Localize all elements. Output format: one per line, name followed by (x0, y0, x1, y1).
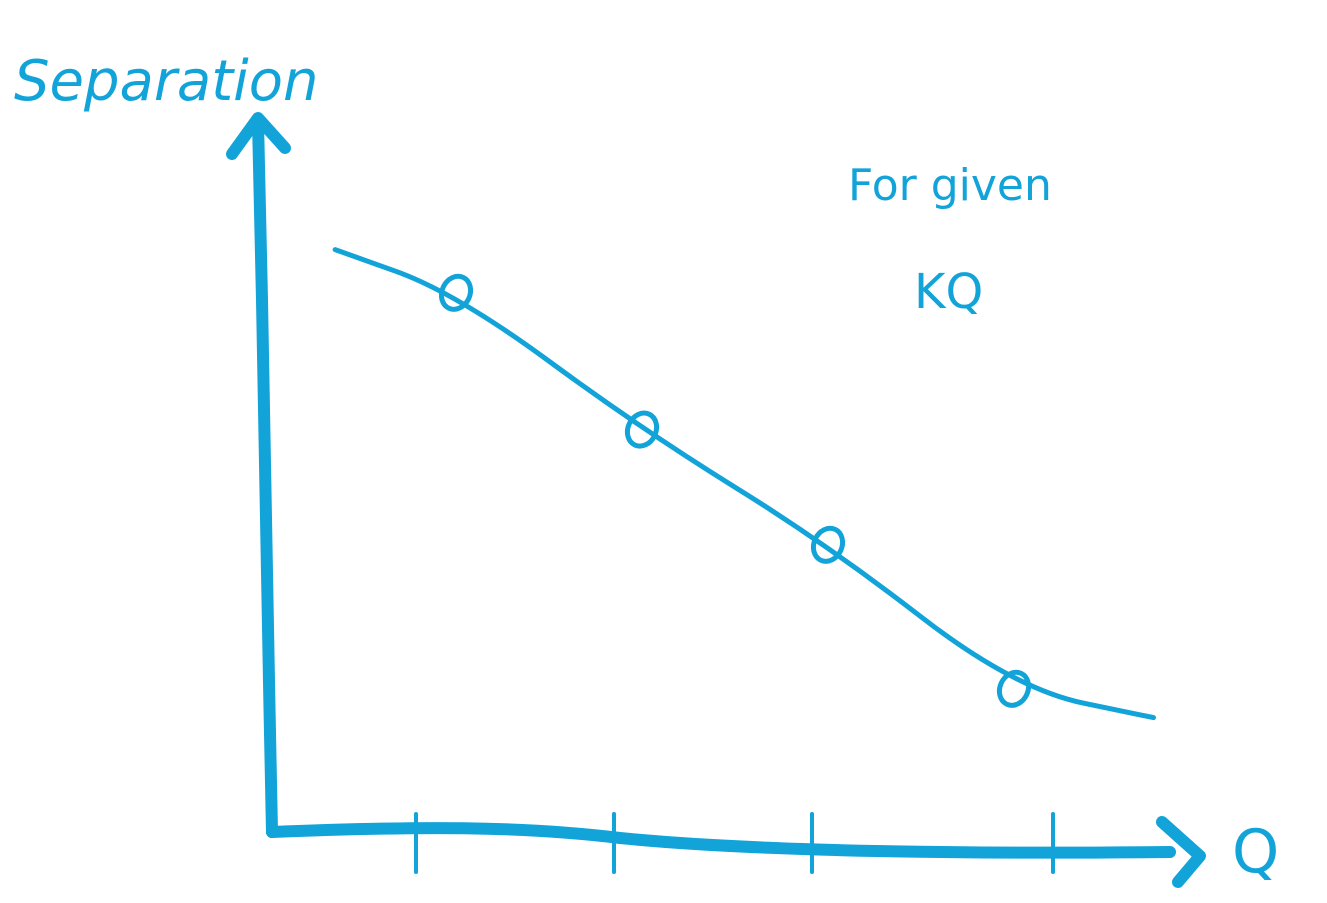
data-point-4 (996, 669, 1032, 708)
x-axis-line (266, 822, 1176, 859)
y-axis-line (252, 116, 278, 838)
series-1-curve (332, 247, 1156, 721)
y-axis-label: Separation (14, 49, 318, 114)
x-axis-label: Q (1232, 817, 1279, 887)
data-point-1 (438, 273, 474, 312)
y-axis-arrowhead (226, 112, 291, 160)
plot-area (332, 247, 1156, 721)
annotation-line-2: KQ (914, 264, 983, 320)
data-point-2 (624, 410, 660, 449)
x-axis-arrowhead (1156, 816, 1206, 888)
data-point-3 (810, 525, 846, 564)
x-ticks (414, 812, 1055, 874)
axes (226, 112, 1206, 888)
annotation-line-1: For given (848, 160, 1052, 211)
